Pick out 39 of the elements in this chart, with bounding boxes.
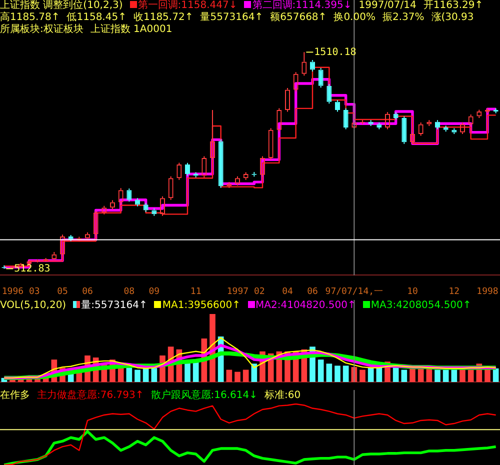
x-tick-label: 06 — [307, 286, 318, 297]
text: 高1185.78↑ — [0, 12, 60, 24]
text: 换0.00% — [334, 12, 376, 24]
legend-label: 第二回调:1114.395↓ — [251, 0, 352, 12]
text: 标准:60 — [264, 390, 301, 402]
chart-title: 在作多 — [0, 390, 30, 402]
x-tick-label: 08 — [124, 286, 135, 297]
x-tick-label: 04 — [282, 286, 293, 297]
text: 所属板块:权证板块 — [0, 24, 84, 36]
chart-title: 上证指数 调整到位(10,2,3) — [0, 0, 123, 12]
text: 散户跟风意愿:16.614↓ — [150, 390, 258, 402]
legend-label: MA2:4104820.500↑ — [254, 300, 356, 312]
x-tick-label: 1996 03 — [2, 286, 40, 297]
series-label: 主力做盘意愿:76.793↑ — [37, 390, 144, 402]
text: 振2.37% — [382, 12, 424, 24]
legend-label: MA1:3956600↑ — [161, 300, 241, 312]
x-tick-label: 10 — [407, 286, 418, 297]
text: 1997/07/14 — [358, 0, 416, 12]
text: 量5573164↑ — [200, 12, 264, 24]
text: 512.83 — [14, 263, 50, 274]
legend-label: 第一回调:1158.447↓ — [136, 0, 238, 12]
x-tick-label: 06 — [82, 286, 93, 297]
text: 额657668↑ — [270, 12, 327, 24]
text: 低1158.45↑ — [66, 12, 126, 24]
x-tick-label: 05 — [57, 286, 68, 297]
text: 1510.18 — [314, 46, 356, 58]
text: 涨(30.93 — [431, 12, 474, 24]
text: 上证指数 1A0001 — [90, 24, 172, 36]
chart-title: VOL(5,10,20) — [0, 300, 66, 312]
x-tick-label: 1997 02 — [226, 286, 265, 297]
x-tick-label: 97/07/14,一 — [325, 286, 384, 297]
legend-label: MA3:4208054.500↑ — [370, 300, 472, 312]
text: 收1185.72↑ — [133, 12, 194, 24]
x-tick-label: 11 — [190, 286, 202, 297]
x-tick-label: 12 — [448, 286, 460, 297]
x-tick-label: 09 — [148, 286, 160, 297]
x-tick-label: 1998 — [476, 286, 498, 297]
text: 开1163.29↑ — [423, 0, 484, 12]
legend-label: 量:5573164↑ — [80, 300, 148, 312]
